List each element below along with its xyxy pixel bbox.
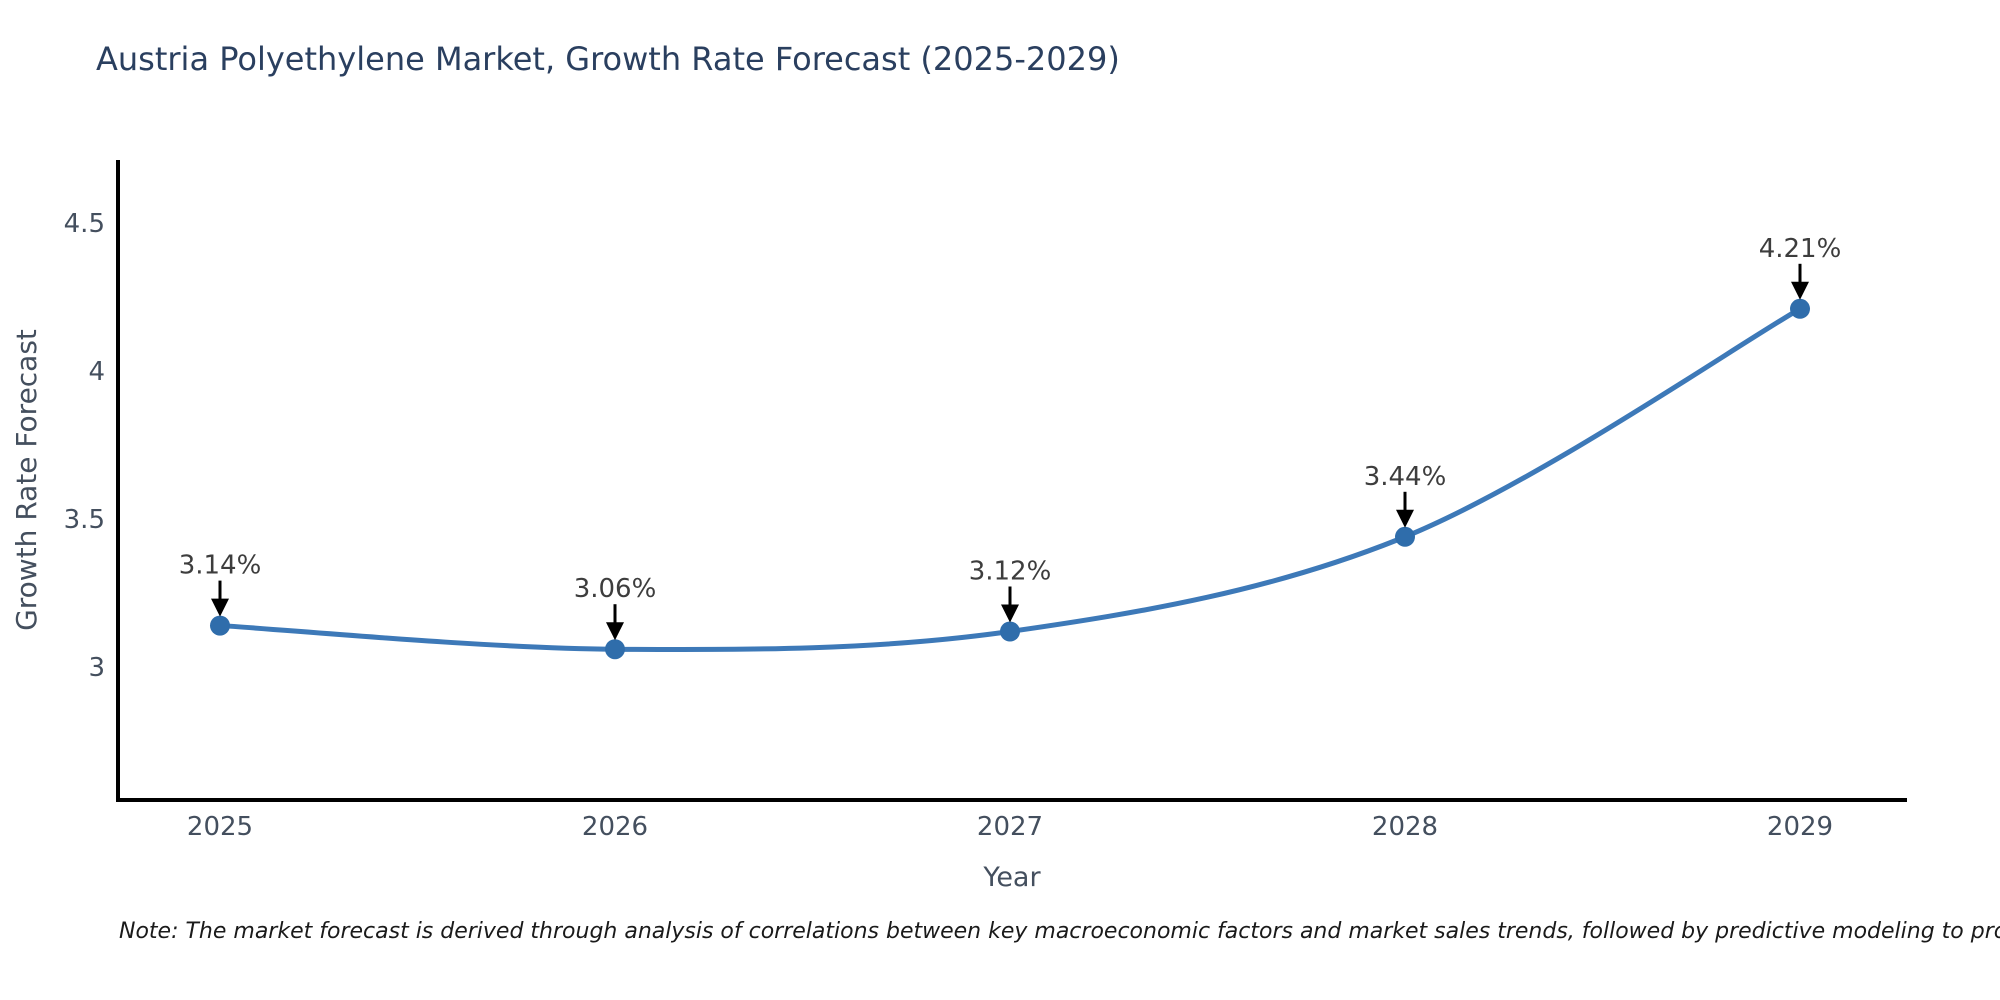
annotation-label: 3.44%: [1364, 462, 1447, 492]
annotation-label: 3.14%: [179, 551, 262, 581]
annotation-label: 4.21%: [1759, 234, 1842, 264]
x-tick-label: 2026: [582, 812, 648, 842]
y-tick-label: 4.5: [64, 209, 105, 239]
data-point-2027[interactable]: [1000, 621, 1020, 642]
x-axis-title: Year: [983, 862, 1041, 893]
y-axis-title: Growth Rate Forecast: [10, 329, 43, 631]
y-tick-label: 4: [88, 357, 105, 387]
data-point-2025[interactable]: [210, 615, 230, 636]
annotation-label: 3.06%: [574, 574, 657, 604]
annotation-arrowhead: [211, 598, 229, 617]
x-tick-label: 2029: [1767, 812, 1833, 842]
annotation-arrowhead: [606, 622, 624, 641]
footnote: Note: The market forecast is derived thr…: [119, 919, 2000, 944]
annotation-arrowhead: [1001, 604, 1019, 623]
data-point-2026[interactable]: [605, 639, 625, 660]
data-point-2028[interactable]: [1395, 526, 1415, 547]
annotation-label: 3.12%: [969, 557, 1052, 587]
annotation-arrowhead: [1791, 281, 1809, 300]
x-tick-label: 2025: [187, 812, 253, 842]
data-point-2029[interactable]: [1790, 298, 1810, 319]
annotation-arrowhead: [1396, 509, 1414, 528]
y-tick-label: 3: [88, 653, 105, 683]
chart-title: Austria Polyethylene Market, Growth Rate…: [96, 40, 1120, 78]
y-tick-label: 3.5: [64, 505, 105, 535]
x-tick-label: 2028: [1372, 812, 1438, 842]
x-tick-label: 2027: [977, 812, 1043, 842]
